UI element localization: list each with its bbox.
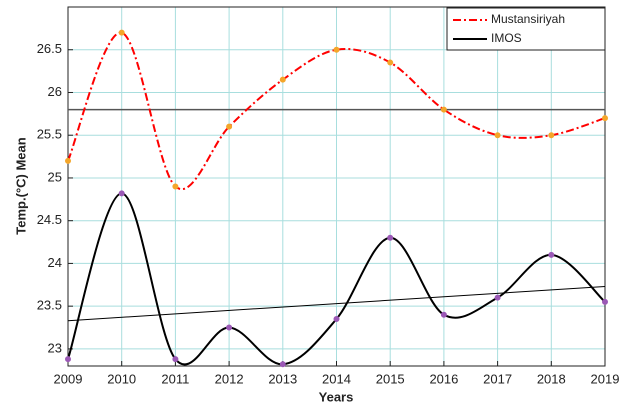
legend-label: Mustansiriyah (491, 12, 565, 26)
x-tick-label: 2009 (54, 371, 83, 386)
y-tick-label: 24 (48, 255, 62, 270)
series-line (67, 31, 606, 191)
data-point (494, 132, 501, 139)
data-point (387, 234, 394, 241)
x-tick-label: 2011 (161, 371, 189, 386)
data-point (548, 251, 555, 258)
x-tick-label: 2017 (483, 371, 512, 386)
y-axis-label: Temp.(°C) Mean (13, 137, 28, 234)
data-point (65, 356, 71, 363)
trend-line (67, 286, 606, 322)
x-tick-label: 2015 (376, 371, 405, 386)
y-tick-label: 24.5 (37, 212, 62, 227)
data-point (602, 115, 608, 122)
data-point (494, 294, 501, 301)
x-tick-label: 2018 (537, 371, 566, 386)
data-point (333, 315, 340, 322)
y-tick-label: 25.5 (37, 127, 62, 142)
data-point (548, 132, 555, 139)
x-tick-label: 2013 (268, 371, 297, 386)
data-point (118, 190, 125, 197)
data-point (333, 46, 340, 53)
y-tick-label: 26.5 (37, 41, 62, 56)
x-axis-label: Years (319, 389, 354, 404)
data-point (172, 183, 179, 190)
x-tick-label: 2012 (215, 371, 244, 386)
data-point (65, 157, 71, 164)
x-tick-label: 2014 (322, 371, 351, 386)
x-tick-label: 2010 (107, 371, 136, 386)
data-point (172, 356, 179, 363)
legend-box (446, 7, 606, 51)
data-point (226, 123, 233, 130)
y-tick-label: 26 (48, 84, 62, 99)
data-point (279, 361, 286, 368)
data-point (440, 106, 447, 113)
x-tick-label: 2016 (429, 371, 458, 386)
x-tick-label: 2019 (591, 371, 620, 386)
data-point (226, 324, 233, 331)
data-point (118, 29, 125, 36)
y-tick-label: 23.5 (37, 298, 62, 313)
data-point (440, 311, 447, 318)
y-tick-label: 23 (48, 340, 62, 355)
legend-label: IMOS (491, 31, 522, 45)
plot-frame (67, 6, 606, 367)
data-point (602, 298, 608, 305)
data-point (387, 59, 394, 66)
data-point (279, 76, 286, 83)
y-tick-label: 25 (48, 169, 62, 184)
